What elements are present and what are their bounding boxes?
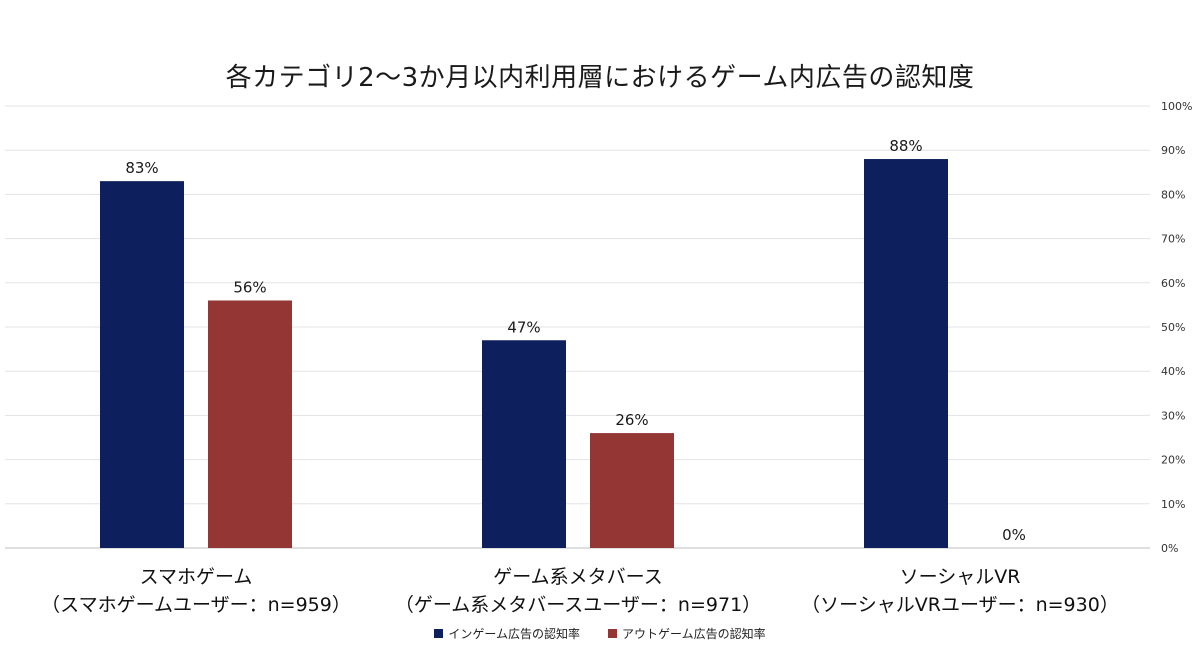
y-tick-label: 90% [1161, 144, 1185, 157]
category-label: （スマホゲームユーザー：n=959） [41, 594, 351, 616]
legend-item-outgame: アウトゲーム広告の認知率 [608, 625, 766, 642]
y-tick-label: 0% [1161, 542, 1178, 555]
category-label: ゲーム系メタバース [493, 566, 662, 588]
data-label: 47% [507, 318, 540, 336]
y-tick-label: 10% [1161, 498, 1185, 511]
legend-swatch-outgame [608, 629, 617, 638]
bar [590, 433, 674, 548]
bar [864, 159, 948, 549]
legend-swatch-ingame [434, 629, 444, 638]
y-tick-label: 60% [1161, 277, 1185, 290]
y-tick-label: 40% [1161, 365, 1185, 378]
bar [208, 300, 292, 548]
category-label: （ゲーム系メタバースユーザー：n=971） [395, 594, 761, 616]
chart-title: 各カテゴリ2〜3か月以内利用層におけるゲーム内広告の認知度 [225, 63, 975, 93]
data-label: 83% [125, 159, 158, 177]
legend-label-ingame: インゲーム広告の認知率 [448, 627, 580, 641]
y-tick-label: 100% [1161, 100, 1192, 113]
data-label: 56% [233, 278, 266, 296]
bar [100, 181, 184, 548]
data-label: 88% [889, 137, 922, 155]
legend-label-outgame: アウトゲーム広告の認知率 [622, 627, 766, 641]
legend: インゲーム広告の認知率 アウトゲーム広告の認知率 [0, 625, 1200, 642]
y-tick-label: 30% [1161, 409, 1185, 422]
category-label: スマホゲーム [140, 566, 253, 588]
y-tick-label: 20% [1161, 454, 1185, 467]
data-label: 0% [1002, 526, 1026, 544]
category-label: ソーシャルVR [900, 566, 1021, 588]
legend-item-ingame: インゲーム広告の認知率 [434, 625, 580, 642]
y-tick-label: 80% [1161, 188, 1185, 201]
category-label: （ソーシャルVRユーザー：n=930） [801, 594, 1119, 616]
y-tick-label: 50% [1161, 321, 1185, 334]
y-tick-label: 70% [1161, 233, 1185, 246]
data-label: 26% [615, 411, 648, 429]
bar [482, 340, 566, 548]
